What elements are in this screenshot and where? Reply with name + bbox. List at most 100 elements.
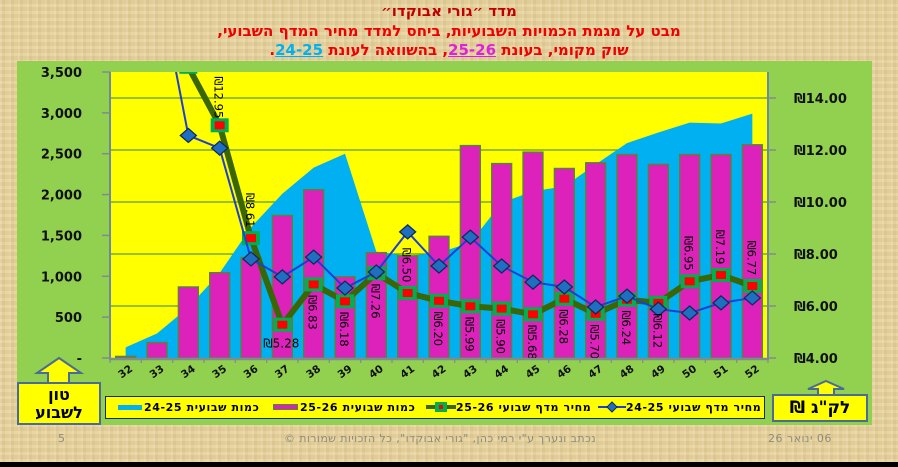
diamond-marker-icon xyxy=(618,288,636,304)
legend-label: מחיר מדף שבועי 24-25 xyxy=(626,400,762,414)
left-unit-line-1: טון xyxy=(48,385,70,404)
square-marker-icon xyxy=(743,278,762,293)
legend-item-price-24-25: מחיר מדף שבועי 24-25 xyxy=(598,397,761,417)
left-axis-tick-label: 500 xyxy=(55,311,82,326)
square-marker-line-icon xyxy=(426,402,456,412)
x-axis-tick-label: 35 xyxy=(210,363,229,381)
diamond-marker-icon xyxy=(398,224,417,240)
diamond-marker-icon xyxy=(524,274,542,290)
x-axis-tick-label: 34 xyxy=(179,363,198,381)
x-axis-tick-label: 47 xyxy=(586,363,605,381)
left-axis-tick-label: 3,500 xyxy=(41,66,82,81)
square-marker-icon xyxy=(179,72,198,74)
footer-credit: נכתב ונערך ע"י רמי כהן, "גורי אבוקדו", כ… xyxy=(283,432,596,445)
data-label: ₪12.95 xyxy=(212,76,226,118)
bar-qty-week-32 xyxy=(115,355,137,358)
diamond-marker-icon xyxy=(210,140,229,157)
title-line-3-middle: , בהשוואה לעונת xyxy=(323,41,449,59)
season-previous: 24-25 xyxy=(275,41,324,59)
legend-label: כמות שבועית 24-25 xyxy=(144,400,260,414)
x-axis-tick-label: 43 xyxy=(461,363,480,381)
bar-qty-week-34 xyxy=(177,286,199,358)
diamond-marker-icon xyxy=(461,229,480,245)
data-label: ₪5.70 xyxy=(588,324,602,359)
data-label: ₪5.68 xyxy=(525,325,539,360)
legend-item-price-25-26: מחיר מדף שבועי 25-26 xyxy=(426,397,591,417)
square-marker-icon xyxy=(398,286,417,300)
x-axis-tick-label: 39 xyxy=(336,363,355,381)
square-marker-icon xyxy=(680,274,699,289)
data-label: ₪6.12 xyxy=(650,314,664,349)
diamond-marker-icon xyxy=(430,258,448,274)
right-axis-tick-label: ₪14.00 xyxy=(794,92,847,107)
arrow-up-icon xyxy=(33,356,85,385)
legend-item-qty-24-25: כמות שבועית 24-25 xyxy=(118,397,259,417)
x-axis-tick-label: 38 xyxy=(304,363,323,381)
x-axis-tick-label: 32 xyxy=(116,363,135,381)
left-axis-tick-label: - xyxy=(77,352,82,367)
right-axis-tick-label: ₪4.00 xyxy=(794,352,838,367)
right-axis-tick-label: ₪8.00 xyxy=(794,248,838,263)
square-marker-icon xyxy=(304,277,323,292)
diamond-marker-icon xyxy=(336,280,354,296)
x-axis-tick-label: 44 xyxy=(492,363,511,381)
data-label: ₪6.95 xyxy=(682,236,696,271)
x-axis-tick-label: 37 xyxy=(273,363,292,381)
x-axis-tick-label: 52 xyxy=(743,363,762,381)
diamond-marker-icon xyxy=(649,301,668,317)
title-line-3-prefix: שוק מקומי, בעונת xyxy=(496,41,629,59)
diamond-marker-icon xyxy=(555,279,574,295)
diamond-marker-icon xyxy=(242,251,260,267)
bar-qty-week-35 xyxy=(209,271,231,358)
x-axis-tick-label: 36 xyxy=(242,363,261,381)
right-axis-tick-label: ₪12.00 xyxy=(794,144,847,159)
diamond-marker-icon xyxy=(680,305,699,321)
title-line-1: מדד ״גורי אבוקדו״ xyxy=(381,2,517,20)
square-marker-icon xyxy=(555,291,574,306)
right-axis-tick-label: ₪6.00 xyxy=(794,300,838,315)
right-axis-tick-label: ₪10.00 xyxy=(794,196,847,211)
diamond-marker-icon xyxy=(586,299,605,315)
data-label: ₪5.28 xyxy=(263,337,299,351)
data-label: ₪6.24 xyxy=(619,310,633,345)
square-marker-icon xyxy=(461,299,480,314)
data-label: ₪5.90 xyxy=(494,319,508,354)
series-layer xyxy=(115,72,763,358)
square-marker-icon xyxy=(210,118,229,133)
x-axis-tick-label: 40 xyxy=(367,363,386,381)
bar-swatch-icon xyxy=(273,404,298,410)
data-label: ₪8.61 xyxy=(243,193,257,228)
square-marker-icon xyxy=(712,268,730,283)
left-axis-tick-label: 1,500 xyxy=(41,229,82,244)
data-label: ₪6.77 xyxy=(744,241,758,276)
season-current: 25-26 xyxy=(448,41,497,59)
bar-qty-week-50 xyxy=(679,153,701,358)
combo-chart: ₪12.95 ₪8.61 ₪5.28 ₪6.83 ₪6.18 ₪7.26 ₪6.50 ₪6.2… xyxy=(41,66,847,381)
bar-qty-week-52 xyxy=(741,144,763,358)
left-unit-line-2: לשבוע xyxy=(35,403,83,422)
data-label: ₪7.26 xyxy=(368,284,382,319)
x-axis-tick-label: 51 xyxy=(712,363,731,381)
diamond-marker-icon xyxy=(492,258,511,274)
left-axis-tick-label: 2,000 xyxy=(41,189,82,204)
title-line-3-suffix: . xyxy=(269,41,276,59)
square-marker-icon xyxy=(492,301,511,316)
footer-page-number: 5 xyxy=(58,432,65,445)
legend-item-qty-25-26: כמות שבועית 25-26 xyxy=(273,397,415,417)
title-line-2: מבט על מגמת הכמויות השבועיות, ביחס למדד … xyxy=(217,21,681,40)
data-label: ₪7.19 xyxy=(713,230,727,265)
x-axis-tick-label: 49 xyxy=(649,363,668,381)
x-axis-tick-label: 46 xyxy=(555,363,574,381)
slide-title: מדד ״גורי אבוקדו״ מבט על מגמת הכמויות הש… xyxy=(0,2,898,61)
right-unit-label: לק"ג ₪ xyxy=(789,398,851,418)
square-marker-icon xyxy=(336,294,354,309)
bar-qty-week-36 xyxy=(240,256,262,358)
data-label: ₪5.99 xyxy=(462,317,476,352)
x-axis-tick-label: 50 xyxy=(680,363,699,381)
legend-label: מחיר מדף שבועי 25-26 xyxy=(456,400,592,414)
bar-qty-week-33 xyxy=(146,341,168,358)
bar-qty-week-46 xyxy=(553,167,575,358)
diamond-marker-icon xyxy=(304,249,323,265)
data-label: ₪6.18 xyxy=(337,312,351,347)
left-axis-tick-label: 3,000 xyxy=(41,107,82,122)
